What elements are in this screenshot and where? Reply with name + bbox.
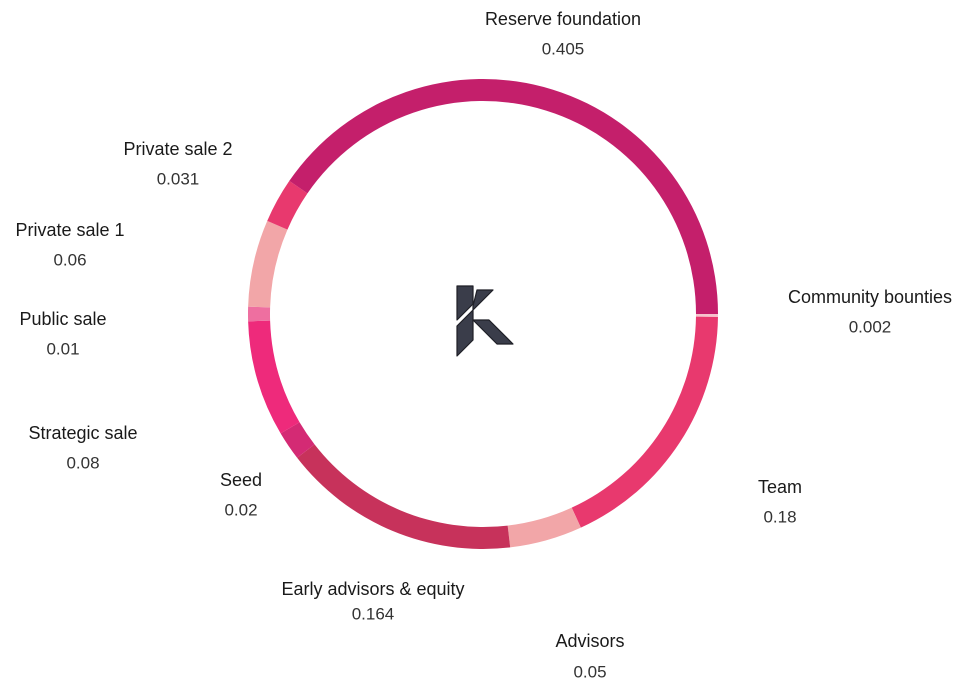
segment-label: Early advisors & equity [281,579,464,599]
donut-segment [297,444,511,549]
segment-label: Private sale 1 [15,220,124,240]
value-label: 0.18 [763,507,796,526]
segment-label: Seed [220,470,262,490]
value-label: 0.164 [352,604,395,623]
donut-segment [571,316,718,528]
segment-label: Public sale [19,309,106,329]
segment-label: Reserve foundation [485,9,641,29]
value-label: 0.031 [157,169,200,188]
donut-segment [267,180,308,230]
value-label: 0.01 [46,339,79,358]
logo [456,285,514,357]
segment-label: Community bounties [788,287,952,307]
value-label: 0.02 [224,500,257,519]
value-label: 0.05 [573,662,606,681]
donut-segment [507,507,581,548]
segment-label: Advisors [555,631,624,651]
donut-segment [289,78,718,315]
value-label: 0.002 [849,317,892,336]
value-label: 0.405 [542,39,585,58]
value-label: 0.08 [66,453,99,472]
donut-segment [280,422,315,458]
segment-label: Team [758,477,802,497]
donut-segment [247,306,271,322]
donut-segment [695,314,718,317]
segment-label: Private sale 2 [123,139,232,159]
segment-label: Strategic sale [28,423,137,443]
value-label: 0.06 [53,250,86,269]
donut-segment [248,220,288,308]
donut-segment [248,320,300,434]
